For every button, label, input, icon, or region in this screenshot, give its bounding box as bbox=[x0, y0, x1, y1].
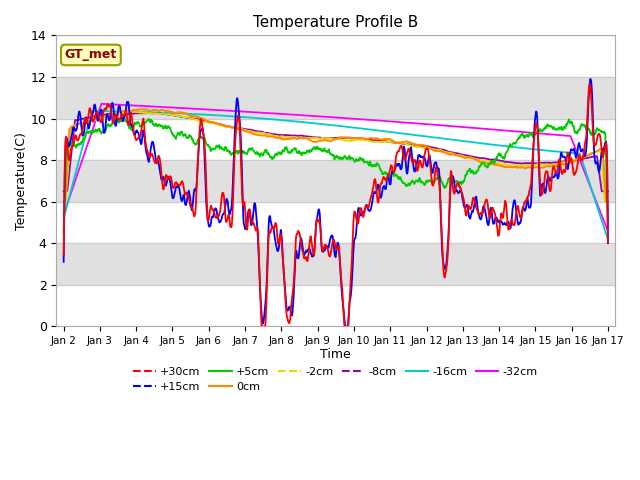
Legend: +30cm, +15cm, +5cm, 0cm, -2cm, -8cm, -16cm, -32cm: +30cm, +15cm, +5cm, 0cm, -2cm, -8cm, -16… bbox=[129, 362, 543, 396]
Y-axis label: Temperature(C): Temperature(C) bbox=[15, 132, 28, 230]
Text: GT_met: GT_met bbox=[65, 48, 117, 61]
Bar bbox=[56, 77, 615, 119]
Title: Temperature Profile B: Temperature Profile B bbox=[253, 15, 419, 30]
Bar bbox=[56, 243, 615, 285]
X-axis label: Time: Time bbox=[321, 348, 351, 360]
Bar bbox=[56, 160, 615, 202]
